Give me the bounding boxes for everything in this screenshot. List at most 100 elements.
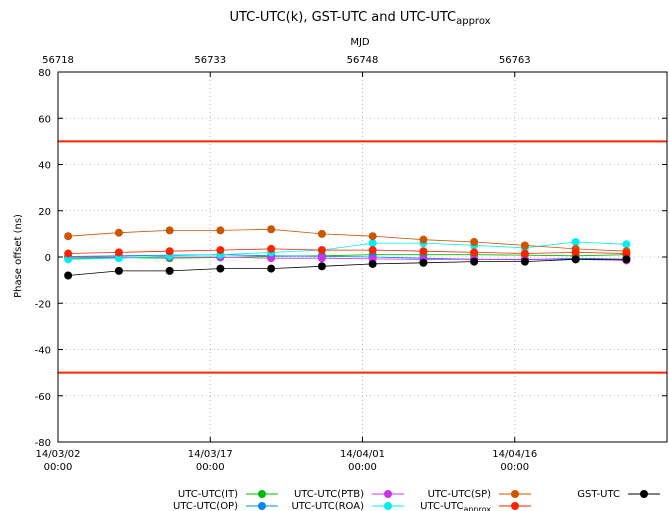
- data-point: [64, 249, 73, 258]
- y-tick-label: -80: [35, 438, 51, 449]
- limit-lines: [58, 140, 667, 374]
- data-point: [114, 254, 123, 263]
- data-point: [165, 247, 174, 256]
- legend-label: UTC-UTC(PTB): [294, 489, 364, 500]
- data-point: [216, 226, 225, 235]
- legend-label: UTC-UTCapprox: [420, 501, 491, 511]
- data-point: [470, 257, 479, 266]
- legend-marker: [640, 490, 648, 498]
- y-tick-label: 0: [45, 253, 51, 264]
- series-line: [68, 228, 627, 252]
- legend-entry: UTC-UTC(SP): [428, 489, 531, 500]
- chart-title: UTC-UTC(k), GST-UTC and UTC-UTCapprox: [229, 10, 490, 27]
- data-point: [622, 255, 631, 264]
- data-point: [470, 248, 479, 257]
- series-line: [68, 241, 627, 260]
- data-point: [114, 248, 123, 257]
- data-point: [317, 246, 326, 255]
- legend-label-main: UTC-UTC(SP): [428, 489, 492, 500]
- top-tick-label: 56748: [347, 55, 379, 66]
- legend-label: UTC-UTC(OP): [173, 501, 238, 511]
- data-point: [216, 246, 225, 255]
- data-point: [571, 248, 580, 257]
- data-point: [114, 228, 123, 237]
- data-point: [470, 237, 479, 246]
- data-point: [622, 240, 631, 249]
- legend-label-subscript: approx: [463, 505, 491, 511]
- data-point: [419, 258, 428, 267]
- data-point: [520, 241, 529, 250]
- y-tick-label: 80: [38, 68, 51, 79]
- series-line: [68, 258, 627, 276]
- data-point: [368, 232, 377, 241]
- series-line: [68, 254, 627, 259]
- data-point: [571, 255, 580, 264]
- data-point: [419, 247, 428, 256]
- data-point: [267, 225, 276, 234]
- legend-label-main: UTC-UTC: [420, 501, 463, 511]
- legend-marker: [258, 502, 266, 510]
- series-line: [68, 248, 627, 254]
- data-point: [267, 254, 276, 263]
- data-point: [368, 259, 377, 268]
- legend-label-main: UTC-UTC(OP): [173, 501, 238, 511]
- top-axis-label: MJD: [350, 37, 370, 48]
- legend-label-main: UTC-UTC(PTB): [294, 489, 364, 500]
- data-point: [571, 237, 580, 246]
- series-line: [68, 256, 627, 261]
- y-axis-label: Phase offset (ns): [13, 214, 24, 298]
- data-point: [520, 257, 529, 266]
- data-point: [520, 249, 529, 258]
- data-point: [317, 229, 326, 238]
- top-ticks: 56718 56733 56748 56763: [42, 55, 531, 77]
- y-tick-label: -40: [35, 346, 51, 357]
- legend-entry: UTC-UTC(OP): [173, 501, 278, 511]
- top-tick-label: 56718: [42, 55, 74, 66]
- data-point: [64, 232, 73, 241]
- data-point: [64, 271, 73, 280]
- bottom-ticks: 14/03/02 00:00 14/03/17 00:00 14/04/01 00:00 1…: [36, 437, 537, 473]
- data-point: [419, 235, 428, 244]
- legend-label-main: UTC-UTC(IT): [178, 489, 238, 500]
- data-point: [216, 264, 225, 273]
- bottom-tick-date: 14/03/17: [188, 449, 233, 460]
- top-tick-label: 56733: [194, 55, 226, 66]
- y-tick-label: 20: [38, 207, 51, 218]
- data-point: [165, 266, 174, 275]
- top-tick-label: 56763: [499, 55, 531, 66]
- legend-label-main: GST-UTC: [577, 489, 620, 500]
- bottom-tick-time: 00:00: [196, 462, 225, 473]
- data-point: [267, 264, 276, 273]
- data-point: [165, 226, 174, 235]
- y-tick-label: -60: [35, 392, 51, 403]
- y-tick-label: 40: [38, 161, 51, 172]
- data-point: [317, 254, 326, 263]
- bottom-tick-time: 00:00: [44, 462, 73, 473]
- legend-entry: GST-UTC: [577, 489, 660, 500]
- legend-marker: [511, 490, 519, 498]
- legend-label: GST-UTC: [577, 489, 620, 500]
- legend-label: UTC-UTC(IT): [178, 489, 238, 500]
- bottom-tick-date: 14/03/02: [36, 449, 81, 460]
- data-point: [114, 266, 123, 275]
- legend-label: UTC-UTC(ROA): [291, 501, 364, 511]
- legend-entry: UTC-UTC(IT): [178, 489, 278, 500]
- legend: UTC-UTC(IT)UTC-UTC(OP)UTC-UTC(PTB)UTC-UT…: [173, 489, 660, 511]
- legend-marker: [511, 502, 519, 510]
- legend-marker: [384, 502, 392, 510]
- series-5: [64, 244, 631, 258]
- y-tick-label: 60: [38, 114, 51, 125]
- series-group: [64, 225, 631, 280]
- chart-title-main: UTC-UTC(k), GST-UTC and UTC-UTC: [229, 10, 456, 25]
- data-point: [622, 249, 631, 258]
- bottom-tick-date: 14/04/16: [492, 449, 537, 460]
- bottom-tick-time: 00:00: [500, 462, 529, 473]
- legend-label-main: UTC-UTC(ROA): [291, 501, 364, 511]
- data-point: [64, 255, 73, 264]
- bottom-tick-date: 14/04/01: [340, 449, 385, 460]
- data-point: [267, 244, 276, 253]
- data-point: [368, 246, 377, 255]
- legend-entry: UTC-UTCapprox: [420, 501, 531, 511]
- legend-marker: [384, 490, 392, 498]
